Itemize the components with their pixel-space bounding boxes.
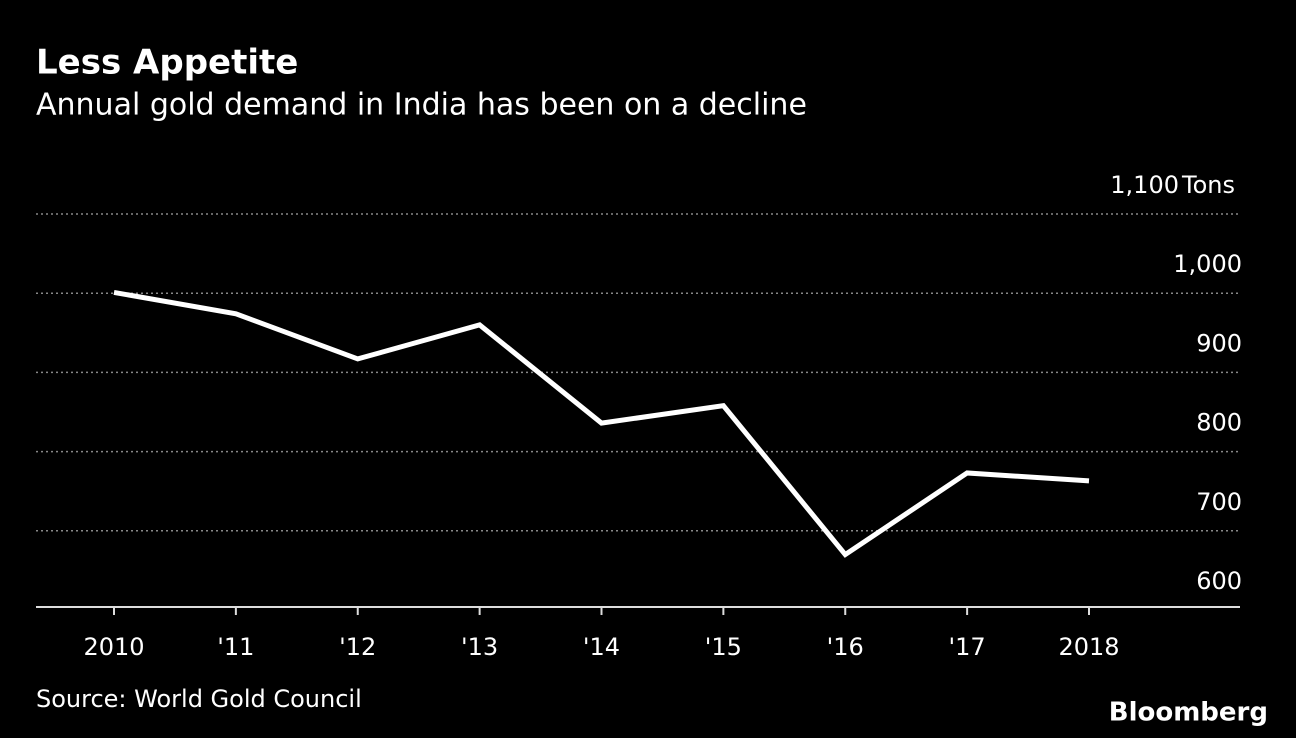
chart-title: Less Appetite [36, 43, 298, 83]
chart-subtitle: Annual gold demand in India has been on … [36, 88, 807, 123]
y-tick-label: 900 [1196, 329, 1242, 357]
x-tick-label: 2010 [83, 633, 144, 661]
x-tick-label: '16 [827, 633, 864, 661]
y-tick-label: 1,100 [1110, 171, 1179, 199]
x-tick-label: 2018 [1058, 633, 1119, 661]
y-unit: Tons [1181, 171, 1235, 199]
y-tick-label: 700 [1196, 488, 1242, 516]
x-tick-label: '17 [949, 633, 986, 661]
y-tick-label: 600 [1196, 567, 1242, 595]
y-tick-label: 1,000 [1173, 250, 1242, 278]
y-tick-label: 800 [1196, 409, 1242, 437]
branding: Bloomberg [1109, 698, 1268, 728]
x-tick-label: '11 [217, 633, 254, 661]
source-note: Source: World Gold Council [36, 685, 362, 713]
data-line [113, 289, 1090, 558]
x-tick-label: '14 [583, 633, 620, 661]
x-tick-label: '13 [461, 633, 498, 661]
x-tick-label: '12 [339, 633, 376, 661]
x-tick-label: '15 [705, 633, 742, 661]
